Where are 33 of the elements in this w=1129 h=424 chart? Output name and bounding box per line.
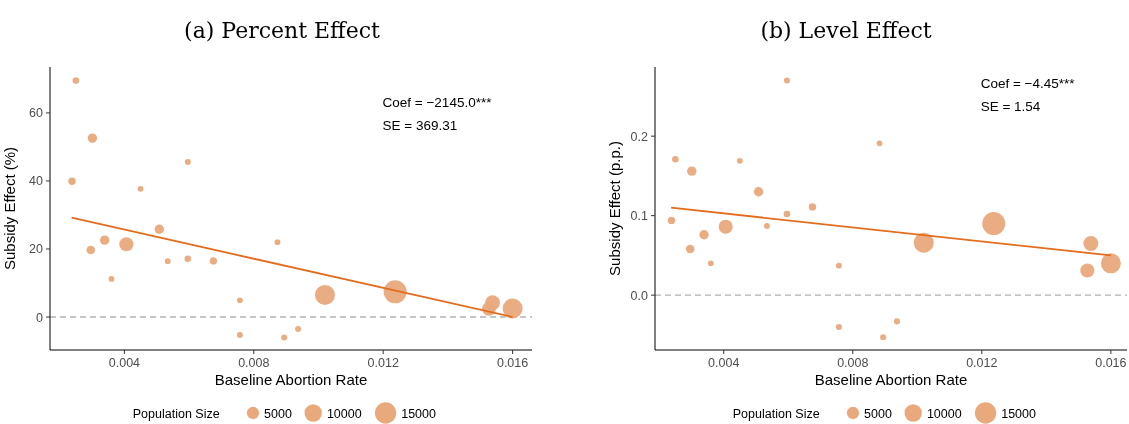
chart-title: (a) Percent Effect bbox=[184, 18, 381, 43]
legend-title: Population Size bbox=[132, 407, 220, 421]
y-tick-label: 0.0 bbox=[630, 288, 649, 303]
x-tick-label: 0.016 bbox=[1095, 356, 1127, 370]
legend-label: 15000 bbox=[1001, 407, 1037, 421]
y-tick-label: 20 bbox=[29, 242, 44, 257]
annotation: SE = 1.54 bbox=[980, 99, 1041, 114]
legend-label: 10000 bbox=[326, 407, 362, 421]
legend-label: 5000 bbox=[264, 407, 292, 421]
y-tick-label: 40 bbox=[29, 174, 44, 189]
x-tick-label: 0.008 bbox=[238, 356, 270, 370]
x-tick-label: 0.008 bbox=[837, 356, 869, 370]
x-tick-label: 0.004 bbox=[708, 356, 740, 370]
legend-label: 5000 bbox=[864, 407, 892, 421]
y-tick-label: 0.1 bbox=[630, 209, 649, 224]
x-tick-label: 0.016 bbox=[496, 356, 529, 370]
legend-label: 15000 bbox=[401, 407, 437, 421]
y-tick-label: 60 bbox=[29, 106, 44, 121]
y-axis-title: Subsidy Effect (%) bbox=[1, 146, 18, 271]
y-tick-label: 0.2 bbox=[630, 129, 649, 144]
x-tick-label: 0.004 bbox=[108, 356, 141, 370]
x-tick-label: 0.012 bbox=[367, 356, 399, 370]
x-axis-title: Baseline Abortion Rate bbox=[214, 371, 368, 388]
x-tick-label: 0.012 bbox=[966, 356, 998, 370]
annotation: Coef = −2145.0*** bbox=[382, 95, 493, 110]
annotation: SE = 369.31 bbox=[382, 118, 458, 133]
x-axis-title: Baseline Abortion Rate bbox=[814, 371, 968, 388]
legend-title: Population Size bbox=[732, 407, 820, 421]
annotation: Coef = −4.45*** bbox=[980, 76, 1076, 91]
legend-label: 10000 bbox=[926, 407, 962, 421]
y-tick-label: 0 bbox=[36, 310, 44, 325]
chart-title: (b) Level Effect bbox=[760, 18, 932, 43]
y-axis-title: Subsidy Effect (p.p.) bbox=[606, 141, 623, 276]
